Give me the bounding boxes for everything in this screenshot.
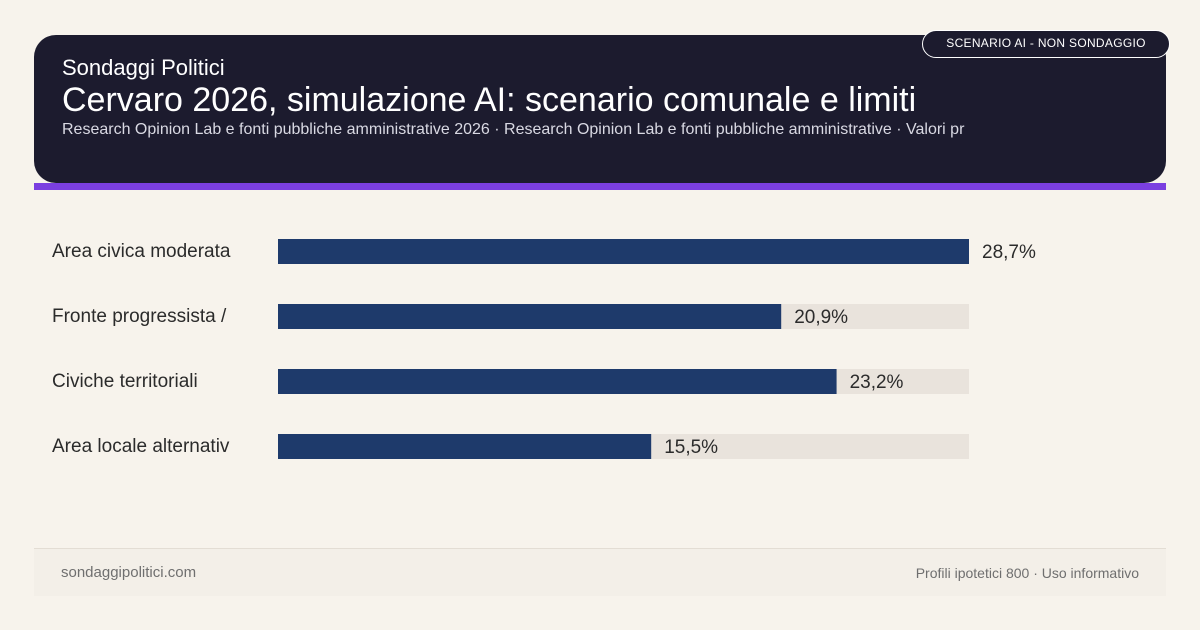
footer: sondaggipolitici.com Profili ipotetici 8… xyxy=(34,548,1166,596)
brand-name: Sondaggi Politici xyxy=(62,55,225,80)
accent-divider xyxy=(34,183,1166,190)
bar xyxy=(278,369,837,394)
bar xyxy=(278,239,969,264)
footer-note: Profili ipotetici 800 · Uso informativo xyxy=(915,564,1139,581)
page-subtitle: Research Opinion Lab e fonti pubbliche a… xyxy=(62,121,965,138)
header-banner: Sondaggi Politici Cervaro 2026, simulazi… xyxy=(34,35,1166,183)
bar xyxy=(278,304,782,329)
category-label: Civiche territoriali xyxy=(52,371,198,392)
bar xyxy=(278,434,652,459)
value-label: 28,7% xyxy=(982,242,1036,263)
footer-site: sondaggipolitici.com xyxy=(61,564,197,581)
value-label: 20,9% xyxy=(794,307,848,328)
scenario-badge: SCENARIO AI - NON SONDAGGIO xyxy=(922,30,1170,58)
category-label: Area civica moderata xyxy=(52,241,231,262)
value-label: 23,2% xyxy=(850,372,904,393)
page-title: Cervaro 2026, simulazione AI: scenario c… xyxy=(62,81,917,119)
value-label: 15,5% xyxy=(664,437,718,458)
category-label: Area locale alternativ xyxy=(52,436,230,457)
category-label: Fronte progressista / xyxy=(52,306,227,327)
